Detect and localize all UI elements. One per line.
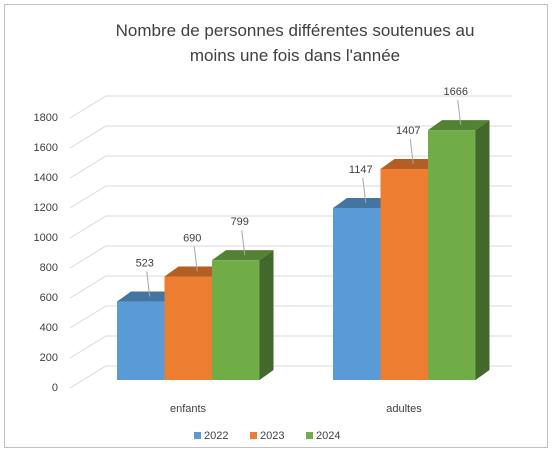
y-tick-label: 1600 — [34, 142, 58, 154]
legend-swatch — [250, 432, 257, 439]
data-label: 1666 — [444, 86, 468, 98]
data-label: 799 — [231, 216, 249, 228]
leader-line — [409, 138, 414, 165]
bar — [117, 301, 165, 380]
legend-label: 2023 — [260, 430, 284, 442]
leader-line — [362, 177, 367, 204]
bar — [333, 207, 381, 380]
grid-line — [69, 155, 512, 179]
leader-line — [146, 271, 151, 297]
leader-line — [241, 230, 246, 256]
bar-top — [164, 266, 226, 277]
bar-top — [380, 158, 442, 169]
bar — [164, 276, 212, 380]
grid-line — [69, 95, 512, 119]
bar — [212, 260, 260, 380]
data-label: 523 — [136, 257, 154, 269]
leader-line — [457, 100, 462, 126]
y-tick-label: 1200 — [34, 202, 58, 214]
grid-line — [69, 185, 512, 209]
leader-line — [193, 246, 198, 272]
bar-top — [212, 250, 274, 261]
y-tick-label: 0 — [52, 382, 58, 394]
x-tick-label: adultes — [386, 403, 422, 415]
data-label: 1147 — [349, 164, 373, 176]
y-tick-label: 1000 — [34, 232, 58, 244]
bar-top — [333, 197, 395, 208]
y-tick-label: 400 — [40, 322, 58, 334]
bar — [428, 130, 476, 380]
chart-title: Nombre de personnes différentes soutenue… — [115, 21, 475, 65]
bar-side — [259, 250, 274, 380]
data-label: 690 — [183, 232, 201, 244]
legend-label: 2024 — [316, 430, 340, 442]
bar-top — [117, 291, 179, 302]
y-tick-label: 1800 — [34, 112, 58, 124]
y-tick-label: 1400 — [34, 172, 58, 184]
legend-label: 2022 — [204, 430, 228, 442]
legend-swatch — [306, 432, 313, 439]
data-label: 1407 — [396, 125, 420, 137]
bar-top — [428, 120, 490, 131]
y-tick-label: 200 — [40, 352, 58, 364]
bar — [380, 168, 428, 380]
y-tick-label: 800 — [40, 262, 58, 274]
grid-line — [69, 125, 512, 149]
legend-swatch — [194, 432, 201, 439]
bar-side — [475, 120, 490, 380]
y-tick-label: 600 — [40, 292, 58, 304]
x-tick-label: enfants — [170, 403, 207, 415]
